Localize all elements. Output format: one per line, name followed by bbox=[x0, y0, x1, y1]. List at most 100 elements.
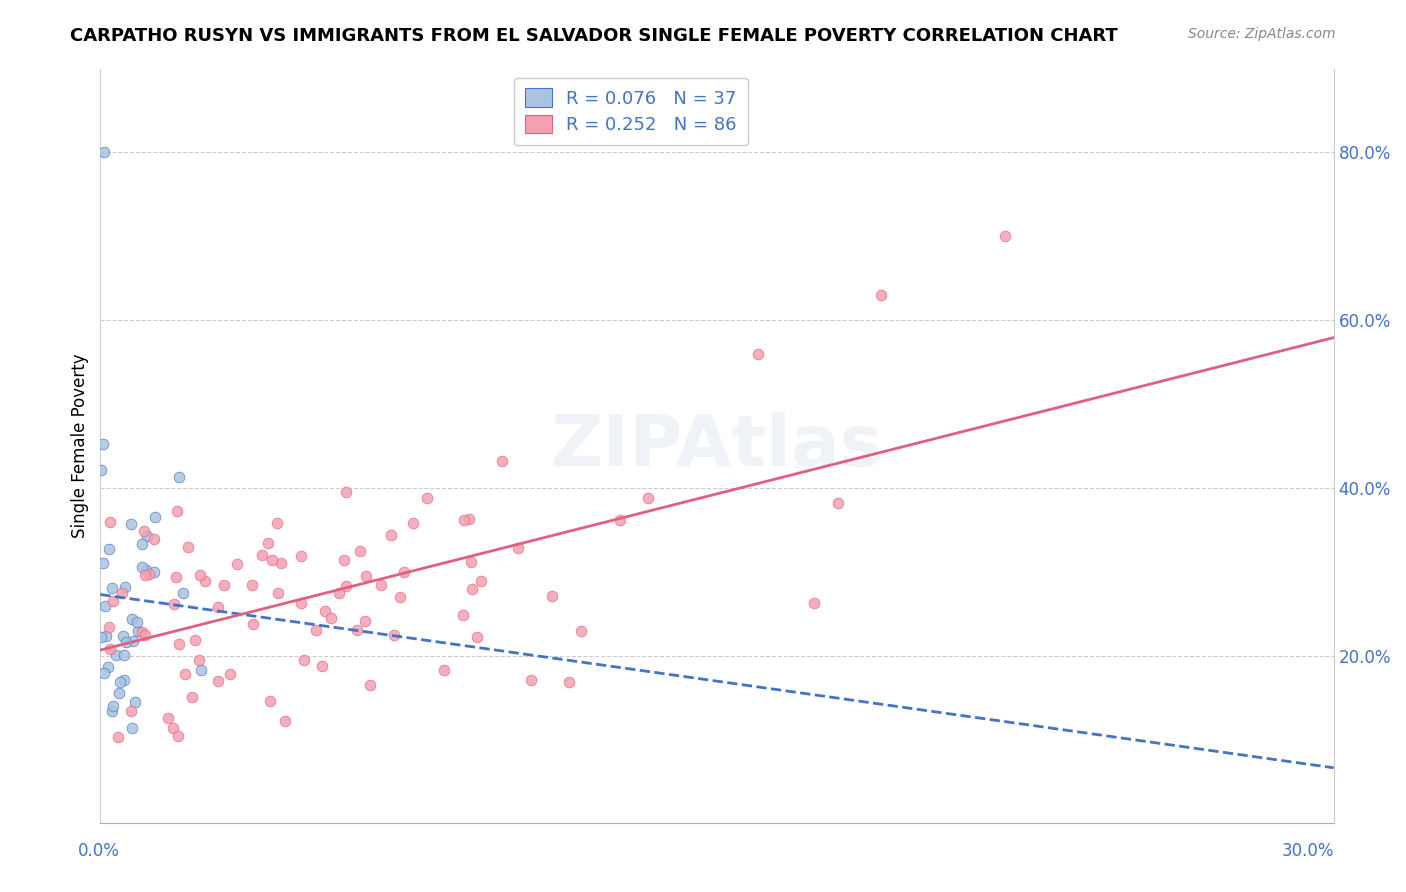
Immigrants from El Salvador bbox=[98, 620, 121, 634]
Immigrants from El Salvador bbox=[388, 590, 411, 604]
Immigrants from El Salvador bbox=[98, 642, 121, 657]
Immigrants from El Salvador bbox=[569, 624, 592, 638]
Immigrants from El Salvador bbox=[451, 608, 474, 623]
Carpatho Rusyns bbox=[108, 674, 131, 689]
Immigrants from El Salvador bbox=[803, 596, 825, 610]
Carpatho Rusyns bbox=[114, 580, 136, 594]
Immigrants from El Salvador bbox=[335, 484, 357, 499]
Carpatho Rusyns bbox=[97, 542, 120, 557]
Y-axis label: Single Female Poverty: Single Female Poverty bbox=[72, 354, 89, 538]
Carpatho Rusyns bbox=[167, 470, 190, 484]
Immigrants from El Salvador bbox=[328, 586, 350, 600]
Immigrants from El Salvador bbox=[142, 532, 165, 546]
Immigrants from El Salvador bbox=[994, 229, 1017, 244]
Immigrants from El Salvador bbox=[111, 586, 134, 600]
Immigrants from El Salvador bbox=[226, 557, 249, 571]
Immigrants from El Salvador bbox=[747, 347, 769, 361]
Immigrants from El Salvador bbox=[240, 577, 263, 591]
Carpatho Rusyns bbox=[135, 563, 157, 577]
Carpatho Rusyns bbox=[93, 665, 115, 680]
Carpatho Rusyns bbox=[145, 510, 167, 524]
Immigrants from El Salvador bbox=[332, 552, 354, 566]
Immigrants from El Salvador bbox=[188, 568, 211, 582]
Immigrants from El Salvador bbox=[242, 617, 264, 632]
Carpatho Rusyns bbox=[131, 559, 153, 574]
Immigrants from El Salvador bbox=[382, 628, 405, 642]
Immigrants from El Salvador bbox=[349, 544, 371, 558]
Carpatho Rusyns bbox=[172, 585, 194, 599]
Immigrants from El Salvador bbox=[120, 704, 142, 718]
Immigrants from El Salvador bbox=[870, 288, 893, 302]
Immigrants from El Salvador bbox=[219, 667, 242, 681]
Immigrants from El Salvador bbox=[165, 569, 187, 583]
Immigrants from El Salvador bbox=[292, 653, 315, 667]
Legend: R = 0.076   N = 37, R = 0.252   N = 86: R = 0.076 N = 37, R = 0.252 N = 86 bbox=[513, 78, 748, 145]
Immigrants from El Salvador bbox=[166, 504, 188, 518]
Text: 0.0%: 0.0% bbox=[77, 842, 120, 860]
Immigrants from El Salvador bbox=[392, 565, 415, 579]
Carpatho Rusyns bbox=[121, 612, 143, 626]
Immigrants from El Salvador bbox=[520, 673, 543, 687]
Carpatho Rusyns bbox=[121, 722, 143, 736]
Immigrants from El Salvador bbox=[132, 524, 155, 538]
Immigrants from El Salvador bbox=[256, 536, 278, 550]
Carpatho Rusyns bbox=[90, 630, 112, 644]
Carpatho Rusyns bbox=[94, 599, 117, 614]
Immigrants from El Salvador bbox=[194, 574, 217, 589]
Immigrants from El Salvador bbox=[207, 600, 229, 615]
Immigrants from El Salvador bbox=[107, 730, 129, 744]
Carpatho Rusyns bbox=[101, 699, 124, 714]
Immigrants from El Salvador bbox=[101, 594, 124, 608]
Carpatho Rusyns bbox=[112, 673, 135, 687]
Immigrants from El Salvador bbox=[609, 513, 631, 527]
Immigrants from El Salvador bbox=[259, 694, 281, 708]
Immigrants from El Salvador bbox=[457, 512, 479, 526]
Immigrants from El Salvador bbox=[184, 632, 207, 647]
Text: ZIPAtlas: ZIPAtlas bbox=[551, 411, 883, 481]
Carpatho Rusyns bbox=[120, 516, 142, 531]
Carpatho Rusyns bbox=[143, 565, 166, 579]
Immigrants from El Salvador bbox=[181, 690, 204, 705]
Immigrants from El Salvador bbox=[354, 569, 377, 583]
Immigrants from El Salvador bbox=[174, 666, 197, 681]
Immigrants from El Salvador bbox=[156, 710, 179, 724]
Immigrants from El Salvador bbox=[346, 624, 368, 638]
Immigrants from El Salvador bbox=[558, 675, 581, 690]
Carpatho Rusyns bbox=[96, 628, 118, 642]
Immigrants from El Salvador bbox=[402, 516, 425, 530]
Immigrants from El Salvador bbox=[134, 568, 156, 582]
Carpatho Rusyns bbox=[100, 704, 122, 718]
Carpatho Rusyns bbox=[93, 145, 115, 160]
Carpatho Rusyns bbox=[93, 556, 115, 570]
Carpatho Rusyns bbox=[127, 615, 149, 629]
Immigrants from El Salvador bbox=[506, 541, 529, 556]
Carpatho Rusyns bbox=[122, 633, 145, 648]
Immigrants from El Salvador bbox=[314, 604, 336, 618]
Immigrants from El Salvador bbox=[370, 578, 392, 592]
Immigrants from El Salvador bbox=[267, 586, 290, 600]
Immigrants from El Salvador bbox=[453, 513, 475, 527]
Carpatho Rusyns bbox=[124, 695, 146, 709]
Immigrants from El Salvador bbox=[465, 630, 488, 644]
Text: Source: ZipAtlas.com: Source: ZipAtlas.com bbox=[1188, 27, 1336, 41]
Carpatho Rusyns bbox=[136, 529, 159, 543]
Immigrants from El Salvador bbox=[637, 491, 659, 505]
Carpatho Rusyns bbox=[131, 537, 153, 551]
Immigrants from El Salvador bbox=[827, 496, 849, 510]
Immigrants from El Salvador bbox=[212, 578, 235, 592]
Immigrants from El Salvador bbox=[270, 557, 292, 571]
Immigrants from El Salvador bbox=[163, 597, 186, 611]
Text: 30.0%: 30.0% bbox=[1281, 842, 1334, 860]
Immigrants from El Salvador bbox=[187, 653, 209, 667]
Carpatho Rusyns bbox=[104, 648, 127, 662]
Immigrants from El Salvador bbox=[266, 516, 288, 530]
Text: CARPATHO RUSYN VS IMMIGRANTS FROM EL SALVADOR SINGLE FEMALE POVERTY CORRELATION : CARPATHO RUSYN VS IMMIGRANTS FROM EL SAL… bbox=[70, 27, 1118, 45]
Carpatho Rusyns bbox=[101, 581, 124, 595]
Immigrants from El Salvador bbox=[290, 549, 312, 563]
Immigrants from El Salvador bbox=[138, 566, 160, 581]
Immigrants from El Salvador bbox=[166, 729, 188, 743]
Carpatho Rusyns bbox=[97, 660, 120, 674]
Immigrants from El Salvador bbox=[335, 579, 357, 593]
Immigrants from El Salvador bbox=[304, 624, 326, 638]
Immigrants from El Salvador bbox=[274, 714, 297, 728]
